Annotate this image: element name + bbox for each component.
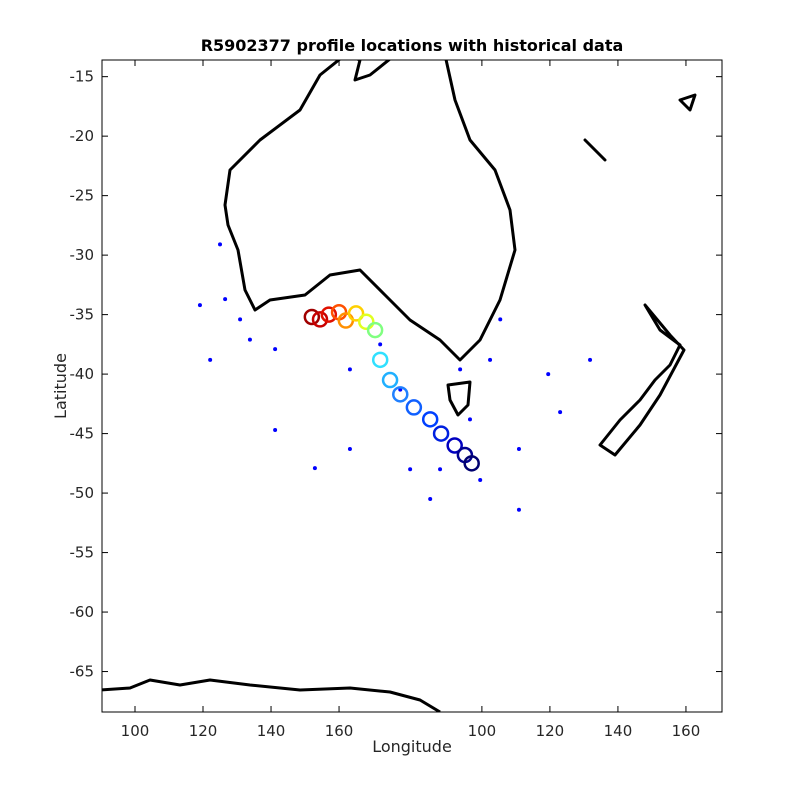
x-tick-label: 100 [468, 722, 497, 740]
new-zealand [598, 303, 686, 457]
x-tick-label: 140 [257, 722, 286, 740]
historical-point [467, 417, 472, 422]
y-tick-label: -55 [70, 544, 95, 562]
profile-point [347, 305, 365, 322]
y-tick-label: -25 [70, 187, 95, 205]
profile-point [463, 455, 480, 472]
historical-point [247, 337, 252, 342]
x-tick-label: 160 [325, 722, 354, 740]
y-tick-label: -45 [70, 425, 95, 443]
plot-area [102, 60, 722, 712]
y-tick-label: -60 [70, 603, 95, 621]
historical-point [546, 372, 551, 377]
x-tick-label: 120 [536, 722, 565, 740]
profile-point [371, 351, 389, 369]
historical-point [438, 467, 443, 472]
historical-point [312, 466, 317, 471]
y-tick-label: -30 [70, 246, 95, 264]
tasmania [446, 380, 472, 417]
y-tick-label: -15 [70, 68, 95, 86]
historical-point [408, 467, 413, 472]
historical-point [428, 497, 433, 502]
historical-point [378, 342, 383, 347]
historical-point [498, 317, 503, 322]
historical-point [273, 347, 278, 352]
y-tick-label: -40 [70, 365, 95, 383]
historical-point [347, 447, 352, 452]
axes-frame [101, 59, 723, 713]
historical-point [208, 357, 213, 362]
profile-point [392, 386, 409, 403]
historical-point [488, 357, 493, 362]
historical-point [347, 367, 352, 372]
profile-point [405, 399, 423, 416]
profile-point [446, 437, 463, 454]
profile-point [381, 371, 399, 389]
historical-point [516, 447, 521, 452]
historical-point [458, 367, 463, 372]
historical-point [218, 242, 223, 247]
y-tick-label: -35 [70, 306, 95, 324]
x-axis-label: Longitude [372, 737, 452, 756]
historical-point [588, 357, 593, 362]
profile-point [320, 306, 338, 323]
y-tick-label: -20 [70, 127, 95, 145]
historical-point [478, 477, 483, 482]
historical-point [223, 297, 228, 302]
historical-point [273, 428, 278, 433]
antarctica [102, 678, 441, 712]
historical-point [238, 317, 243, 322]
chart-title: R5902377 profile locations with historic… [201, 36, 624, 55]
y-tick-label: -65 [70, 663, 95, 681]
profile-point [358, 313, 375, 331]
y-tick-label: -50 [70, 484, 95, 502]
x-tick-label: 160 [672, 722, 701, 740]
historical-point [516, 507, 521, 512]
profile-point [311, 311, 329, 328]
x-tick-label: 100 [121, 722, 150, 740]
coastlines [102, 60, 697, 712]
historical-point [558, 410, 563, 415]
historical-point [197, 303, 202, 308]
profile-point [303, 308, 321, 326]
profile-point [421, 411, 439, 428]
x-tick-label: 140 [604, 722, 633, 740]
marks [197, 242, 593, 512]
australia [223, 60, 517, 362]
profile-point [432, 425, 450, 442]
islands [583, 93, 697, 162]
y-axis-label: Latitude [51, 353, 70, 419]
profile-point [366, 321, 384, 339]
x-tick-label: 120 [189, 722, 218, 740]
